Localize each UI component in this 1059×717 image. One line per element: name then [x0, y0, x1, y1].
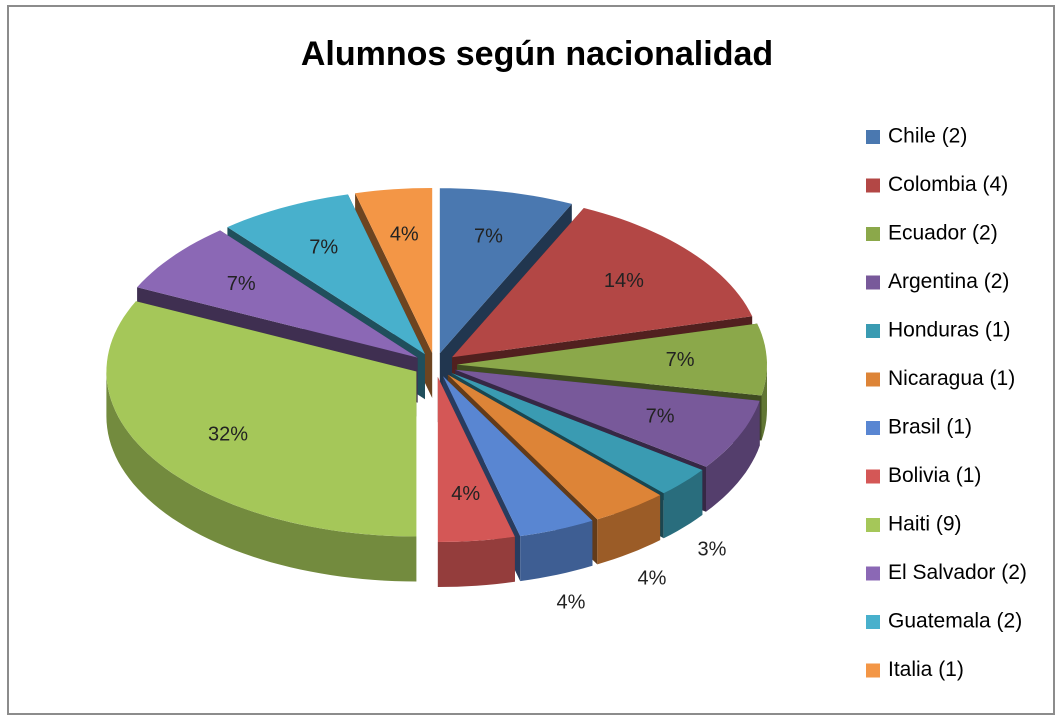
- data-label: 7%: [474, 226, 503, 248]
- legend-label: Chile (2): [888, 125, 967, 148]
- legend-swatch: [866, 130, 880, 144]
- slice: [106, 301, 417, 537]
- slice-wall: [663, 470, 703, 539]
- chart-title: Alumnos según nacionalidad: [301, 35, 773, 73]
- legend-swatch: [866, 227, 880, 241]
- legend-swatch: [866, 275, 880, 290]
- legend: Chile (2) Colombia (4) Ecuador (2) Argentin…: [866, 125, 1027, 681]
- pie: 7% 14% 7% 7% 3% 4% 4% 4% 32% 7% 7% 4%: [106, 188, 767, 613]
- legend-swatch: [866, 518, 880, 532]
- legend-label: Italia (1): [888, 658, 964, 681]
- slice-wall: [597, 495, 661, 565]
- legend-swatch: [866, 421, 880, 435]
- slice-wall: [706, 400, 760, 512]
- data-label: 14%: [604, 270, 644, 292]
- data-label: 3%: [697, 538, 726, 560]
- slice: [137, 230, 418, 358]
- legend-label: Honduras (1): [888, 319, 1011, 342]
- legend-label: Nicaragua (1): [888, 367, 1015, 390]
- data-label: 4%: [451, 483, 480, 505]
- legend-swatch: [866, 324, 880, 338]
- slice: [439, 188, 572, 354]
- slice-wall: [761, 364, 767, 441]
- legend-swatch: [866, 615, 880, 629]
- slice: [227, 194, 425, 355]
- legend-label: El Salvador (2): [888, 561, 1027, 584]
- slice-wall: [437, 536, 515, 587]
- legend-swatch: [866, 566, 880, 581]
- data-label: 4%: [638, 568, 667, 590]
- legend-swatch: [866, 372, 880, 387]
- slice: [443, 376, 593, 537]
- data-label: 32%: [208, 423, 248, 445]
- slice: [452, 208, 753, 358]
- data-label: 7%: [646, 405, 675, 427]
- legend-swatch: [866, 663, 880, 678]
- slice-wall: [520, 520, 593, 582]
- slice: [457, 323, 767, 396]
- legend-swatch: [866, 469, 880, 484]
- legend-label: Ecuador (2): [888, 222, 998, 245]
- legend-label: Bolivia (1): [888, 464, 981, 487]
- slice: [451, 373, 703, 494]
- slice: [455, 369, 760, 467]
- data-label: 7%: [309, 237, 338, 259]
- legend-label: Brasil (1): [888, 416, 972, 439]
- data-label: 7%: [227, 273, 256, 295]
- slice: [355, 188, 433, 353]
- slice: [437, 377, 515, 542]
- legend-swatch: [866, 178, 880, 193]
- data-label: 4%: [556, 591, 585, 613]
- legend-label: Haiti (9): [888, 513, 962, 536]
- legend-label: Argentina (2): [888, 270, 1009, 293]
- legend-label: Colombia (4): [888, 173, 1008, 196]
- legend-label: Guatemala (2): [888, 610, 1022, 633]
- slice: [447, 374, 661, 520]
- data-label: 7%: [666, 349, 695, 371]
- slice-wall: [106, 371, 417, 582]
- data-label: 4%: [390, 223, 419, 245]
